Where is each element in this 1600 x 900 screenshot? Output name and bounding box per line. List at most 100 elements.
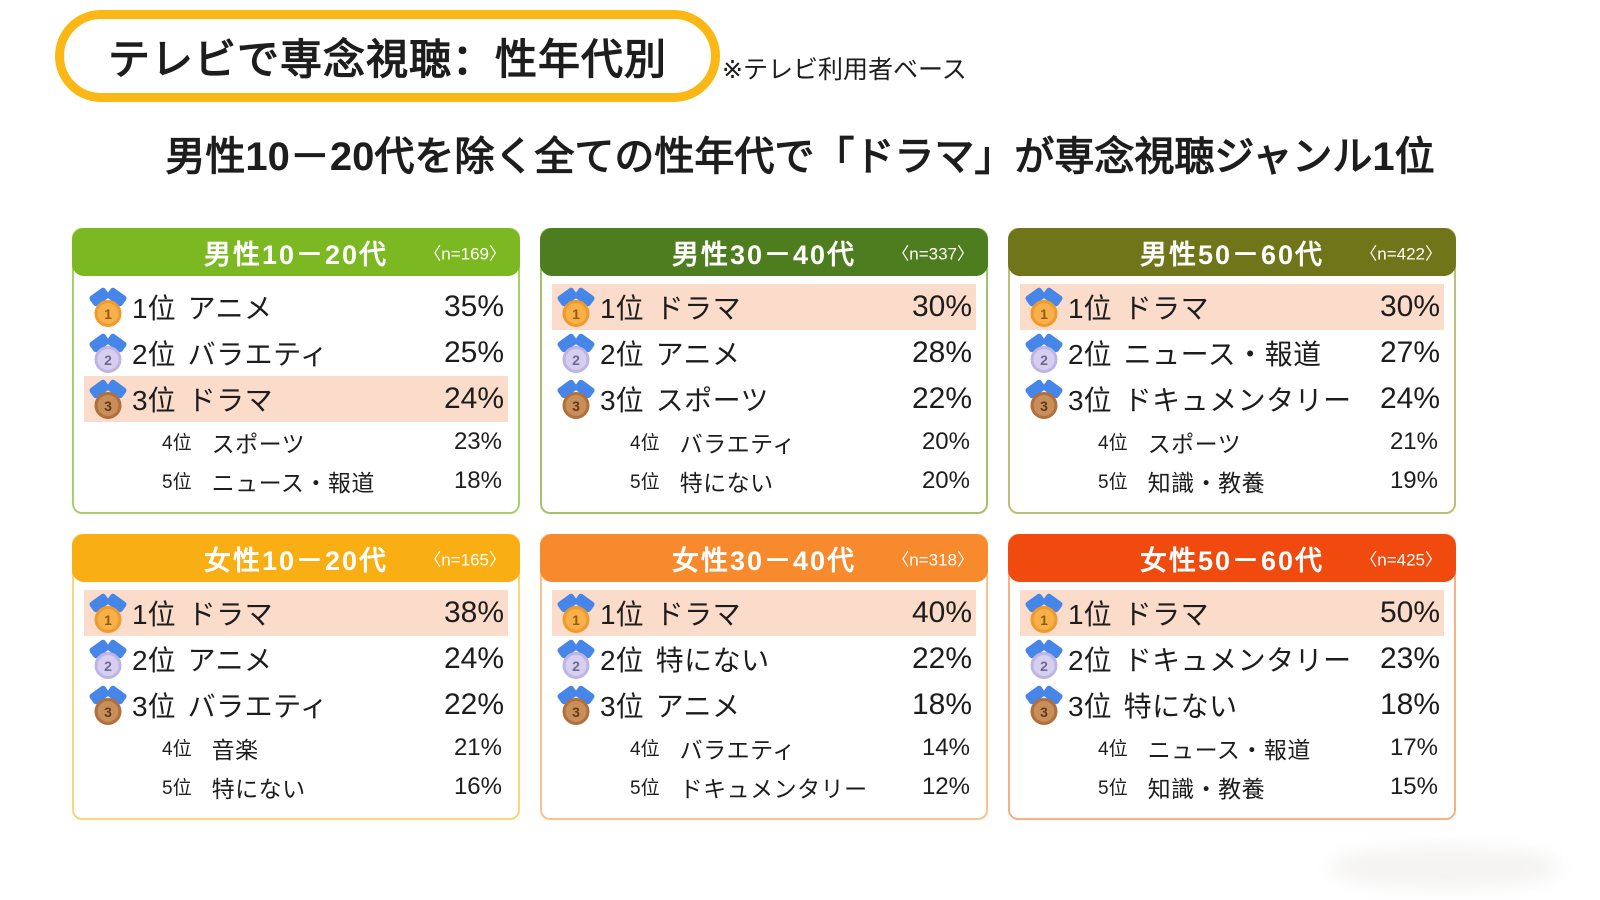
rank-label: 5位 xyxy=(162,778,192,799)
rank-row: 1 1位 ドラマ 40% xyxy=(552,590,976,636)
ranking-card: 女性30－40代 〈n=318〉 1 1位 ドラマ 40% 2 2位 特にない 22% 3 3位ア… xyxy=(540,534,988,820)
percentage-value: 14% xyxy=(921,733,970,761)
percentage-value: 30% xyxy=(911,290,972,323)
rank-label: 5位 xyxy=(630,778,660,799)
percentage-value: 23% xyxy=(1379,642,1440,675)
percentage-value: 21% xyxy=(453,733,502,761)
gold-medal-icon: 1 xyxy=(1024,591,1064,635)
bronze-medal-icon: 3 xyxy=(1024,683,1064,727)
rank-row: 3 3位 アニメ 18% xyxy=(552,682,976,728)
card-header: 女性30－40代 〈n=318〉 xyxy=(540,534,988,582)
group-title: 女性50－60代 xyxy=(1139,545,1325,576)
percentage-value: 28% xyxy=(911,336,972,369)
bronze-medal-icon: 3 xyxy=(556,683,596,727)
genre-label: ニュース・報道 xyxy=(1123,339,1322,370)
sample-size-label: 〈n=422〉 xyxy=(1360,244,1442,264)
card-header: 女性50－60代 〈n=425〉 xyxy=(1008,534,1456,582)
sample-size-label: 〈n=425〉 xyxy=(1360,550,1442,570)
rank-label: 2位 xyxy=(600,645,644,676)
percentage-value: 18% xyxy=(911,688,972,721)
medal-number: 3 xyxy=(562,698,590,725)
card-body: 1 1位 ドラマ 40% 2 2位 特にない 22% 3 3位 アニメ 18% 4位 バラエティ 14% 5位… xyxy=(542,582,986,812)
rank-label: 4位 xyxy=(162,433,192,454)
rank-label: 4位 xyxy=(630,433,660,454)
card-header: 男性30－40代 〈n=337〉 xyxy=(540,228,988,276)
card-header: 女性10－20代 〈n=165〉 xyxy=(72,534,520,582)
ranking-card: 女性10－20代 〈n=165〉 1 1位 ドラマ 38% 2 2位 アニメ 24% 3 3位 バラ… xyxy=(72,534,520,820)
silver-medal-icon: 2 xyxy=(88,637,128,681)
rank-label: 3位 xyxy=(600,385,644,416)
rank-row: 4位 バラエティ 14% xyxy=(552,728,976,767)
medal-number: 1 xyxy=(1030,300,1058,327)
rank-row: 4位 スポーツ 21% xyxy=(1020,422,1444,461)
genre-label: ドラマ xyxy=(187,385,274,416)
ranking-card: 男性30－40代 〈n=337〉 1 1位 ドラマ 30% 2 2位 アニメ 28% 3 3位 スポ… xyxy=(540,228,988,514)
percentage-value: 20% xyxy=(921,427,970,455)
percentage-value: 18% xyxy=(1379,688,1440,721)
genre-label: 特にない xyxy=(211,775,306,802)
genre-label: バラエティ xyxy=(187,691,329,722)
group-title: 女性30－40代 xyxy=(671,545,857,576)
card-body: 1 1位 ドラマ 30% 2 2位 アニメ 28% 3 3位 スポーツ 22% 4位 バラエティ 20% 5位… xyxy=(542,276,986,506)
card-body: 1 1位 ドラマ 50% 2 2位 ドキュメンタリー 23% 3 3位 特にない 18% 4位 ニュース・… xyxy=(1010,582,1454,812)
medal-number: 3 xyxy=(1030,698,1058,725)
group-title: 女性10－20代 xyxy=(203,545,389,576)
silver-medal-icon: 2 xyxy=(88,331,128,375)
genre-label: スポーツ xyxy=(1147,430,1242,457)
rank-label: 3位 xyxy=(132,691,176,722)
faded-watermark-remnant xyxy=(1330,845,1560,890)
percentage-value: 24% xyxy=(1379,382,1440,415)
rank-label: 1位 xyxy=(600,599,644,630)
silver-medal-icon: 2 xyxy=(556,637,596,681)
rank-row: 2 2位 特にない 22% xyxy=(552,636,976,682)
medal-number: 3 xyxy=(94,698,122,725)
gold-medal-icon: 1 xyxy=(88,591,128,635)
rank-label: 1位 xyxy=(1068,293,1112,324)
medal-number: 1 xyxy=(94,300,122,327)
genre-label: アニメ xyxy=(187,293,273,324)
sample-size-label: 〈n=337〉 xyxy=(892,244,974,264)
bronze-medal-icon: 3 xyxy=(1024,377,1064,421)
percentage-value: 21% xyxy=(1389,427,1438,455)
rank-label: 1位 xyxy=(600,293,644,324)
medal-number: 1 xyxy=(1030,606,1058,633)
group-title: 男性10－20代 xyxy=(203,239,389,270)
card-header: 男性10－20代 〈n=169〉 xyxy=(72,228,520,276)
genre-label: 特にない xyxy=(655,645,770,676)
genre-label: スポーツ xyxy=(211,430,306,457)
page-title: 男性10－20代を除く全ての性年代で「ドラマ」が専念視聴ジャンル1位 xyxy=(165,135,1435,179)
medal-number: 1 xyxy=(562,300,590,327)
group-title: 男性30－40代 xyxy=(671,239,857,270)
rank-row: 3 3位 特にない 18% xyxy=(1020,682,1444,728)
rank-row: 5位 ドキュメンタリー 12% xyxy=(552,767,976,806)
percentage-value: 22% xyxy=(911,382,972,415)
medal-number: 2 xyxy=(94,652,122,679)
percentage-value: 17% xyxy=(1389,733,1438,761)
genre-label: スポーツ xyxy=(655,385,770,416)
slide-topic-label: テレビで専念視聴：性年代別 xyxy=(108,35,668,83)
rank-label: 5位 xyxy=(630,472,660,493)
rank-label: 1位 xyxy=(132,599,176,630)
genre-label: 知識・教養 xyxy=(1147,775,1266,802)
silver-medal-icon: 2 xyxy=(1024,637,1064,681)
rank-label: 4位 xyxy=(630,739,660,760)
percentage-value: 24% xyxy=(443,382,504,415)
base-note: ※テレビ利用者ベース xyxy=(722,56,967,84)
percentage-value: 12% xyxy=(921,772,970,800)
medal-number: 3 xyxy=(1030,392,1058,419)
silver-medal-icon: 2 xyxy=(1024,331,1064,375)
genre-label: ドラマ xyxy=(655,293,742,324)
rank-row: 2 2位 アニメ 24% xyxy=(84,636,508,682)
medal-number: 2 xyxy=(562,652,590,679)
rank-row: 1 1位 アニメ 35% xyxy=(84,284,508,330)
genre-label: ドキュメンタリー xyxy=(679,775,868,802)
genre-label: アニメ xyxy=(655,339,741,370)
rank-row: 1 1位 ドラマ 38% xyxy=(84,590,508,636)
rank-row: 1 1位 ドラマ 30% xyxy=(1020,284,1444,330)
rank-label: 2位 xyxy=(1068,339,1112,370)
rank-row: 5位 知識・教養 15% xyxy=(1020,767,1444,806)
genre-label: ドラマ xyxy=(1123,599,1210,630)
percentage-value: 27% xyxy=(1379,336,1440,369)
medal-number: 2 xyxy=(1030,346,1058,373)
card-header: 男性50－60代 〈n=422〉 xyxy=(1008,228,1456,276)
